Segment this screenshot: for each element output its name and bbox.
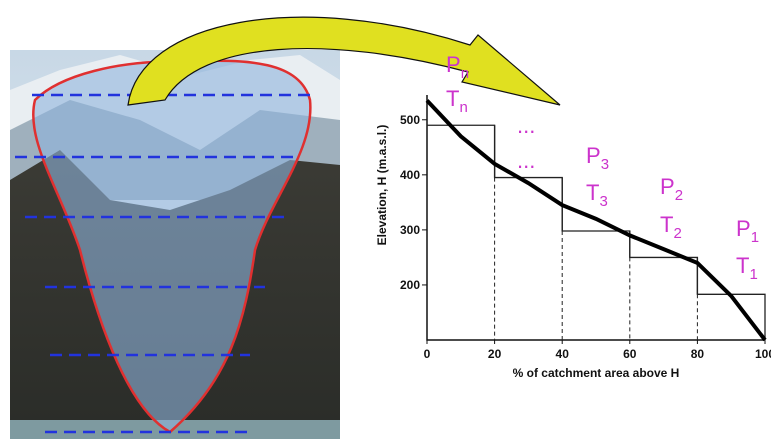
x-tick-label: 20 <box>488 347 502 361</box>
variable-label: T3 <box>586 180 608 210</box>
label-main: T <box>446 86 459 111</box>
chart: Elevation, H (m.a.s.l.) % of catchment a… <box>375 95 771 380</box>
hypsometric-curve <box>427 101 765 340</box>
y-tick-label: 500 <box>400 113 420 127</box>
label-main: P <box>660 174 675 199</box>
step <box>427 125 495 177</box>
x-tick-label: 60 <box>623 347 637 361</box>
label-sub: n <box>459 99 467 116</box>
label-sub: 1 <box>751 229 759 246</box>
label-sub: 2 <box>673 225 681 242</box>
label-main: T <box>660 212 673 237</box>
label-sub: 1 <box>749 266 757 283</box>
y-tick-label: 300 <box>400 223 420 237</box>
label-sub: 3 <box>599 193 607 210</box>
label-sub: 3 <box>601 156 609 173</box>
label-main: P <box>736 216 751 241</box>
photo <box>10 50 340 439</box>
label-sub: n <box>461 65 469 82</box>
label-sub: 2 <box>675 187 683 204</box>
variable-label: ... <box>517 148 535 173</box>
y-axis-label: Elevation, H (m.a.s.l.) <box>375 125 389 246</box>
figure: Elevation, H (m.a.s.l.) % of catchment a… <box>0 0 771 439</box>
variable-label: ... <box>517 113 535 138</box>
step <box>495 125 563 231</box>
variable-label: P2 <box>660 174 683 204</box>
variable-label: P1 <box>736 216 759 246</box>
x-tick-label: 100 <box>755 347 771 361</box>
x-tick-label: 40 <box>556 347 570 361</box>
label-main: P <box>446 52 461 77</box>
label-main: ... <box>517 148 535 173</box>
variable-label: T1 <box>736 253 758 283</box>
label-main: P <box>586 143 601 168</box>
x-axis-label: % of catchment area above H <box>513 366 680 380</box>
x-tick-label: 0 <box>424 347 431 361</box>
variable-label: P3 <box>586 143 609 173</box>
label-main: T <box>586 180 599 205</box>
x-tick-label: 80 <box>691 347 705 361</box>
variable-label: Tn <box>446 86 468 116</box>
label-main: ... <box>517 113 535 138</box>
y-tick-label: 400 <box>400 168 420 182</box>
label-main: T <box>736 253 749 278</box>
y-tick-label: 200 <box>400 278 420 292</box>
variable-label: T2 <box>660 212 682 242</box>
